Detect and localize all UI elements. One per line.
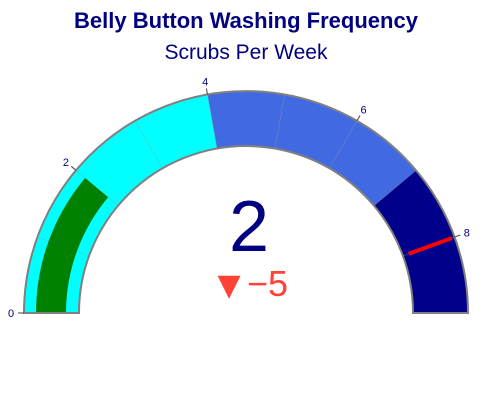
gauge-step-1 xyxy=(207,91,417,206)
gauge-step-2 xyxy=(373,170,468,313)
delta-down-arrow-icon: ▼ xyxy=(217,268,240,303)
gauge-tick-label: 2 xyxy=(63,157,69,169)
gauge-ticks: 0 2 4 6 8 xyxy=(8,77,470,320)
gauge-tick-mark xyxy=(454,234,461,238)
gauge-tick-mark xyxy=(205,88,208,95)
chart-subtitle: Scrubs Per Week xyxy=(164,41,328,64)
gauge-delta-value: −5 xyxy=(247,263,288,304)
gauge-value-bar xyxy=(36,178,109,313)
gauge-step-divider xyxy=(373,170,417,206)
gauge-step-divider xyxy=(134,120,163,169)
gauge-step-divider xyxy=(207,94,218,149)
gauge-tick-label: 4 xyxy=(202,77,208,89)
gauge-step-divider xyxy=(274,94,285,149)
gauge-step-divider xyxy=(329,120,358,169)
gauge-border-outline xyxy=(22,90,470,314)
chart-title: Belly Button Washing Frequency xyxy=(74,8,419,33)
gauge-threshold-line xyxy=(407,236,453,256)
gauge-tick-label: 0 xyxy=(8,308,14,320)
gauge-border xyxy=(22,90,470,314)
gauge-value-bar-group xyxy=(36,178,109,313)
gauge-tick-label: 8 xyxy=(464,228,470,240)
gauge-tick-label: 6 xyxy=(360,104,366,116)
gauge-value-number: 2 xyxy=(229,187,269,267)
gauge-threshold-group xyxy=(407,236,453,256)
gauge-delta: ▼ −5 xyxy=(217,263,288,304)
gauge-tick-mark xyxy=(356,115,361,121)
gauge-tick-mark xyxy=(71,166,77,171)
